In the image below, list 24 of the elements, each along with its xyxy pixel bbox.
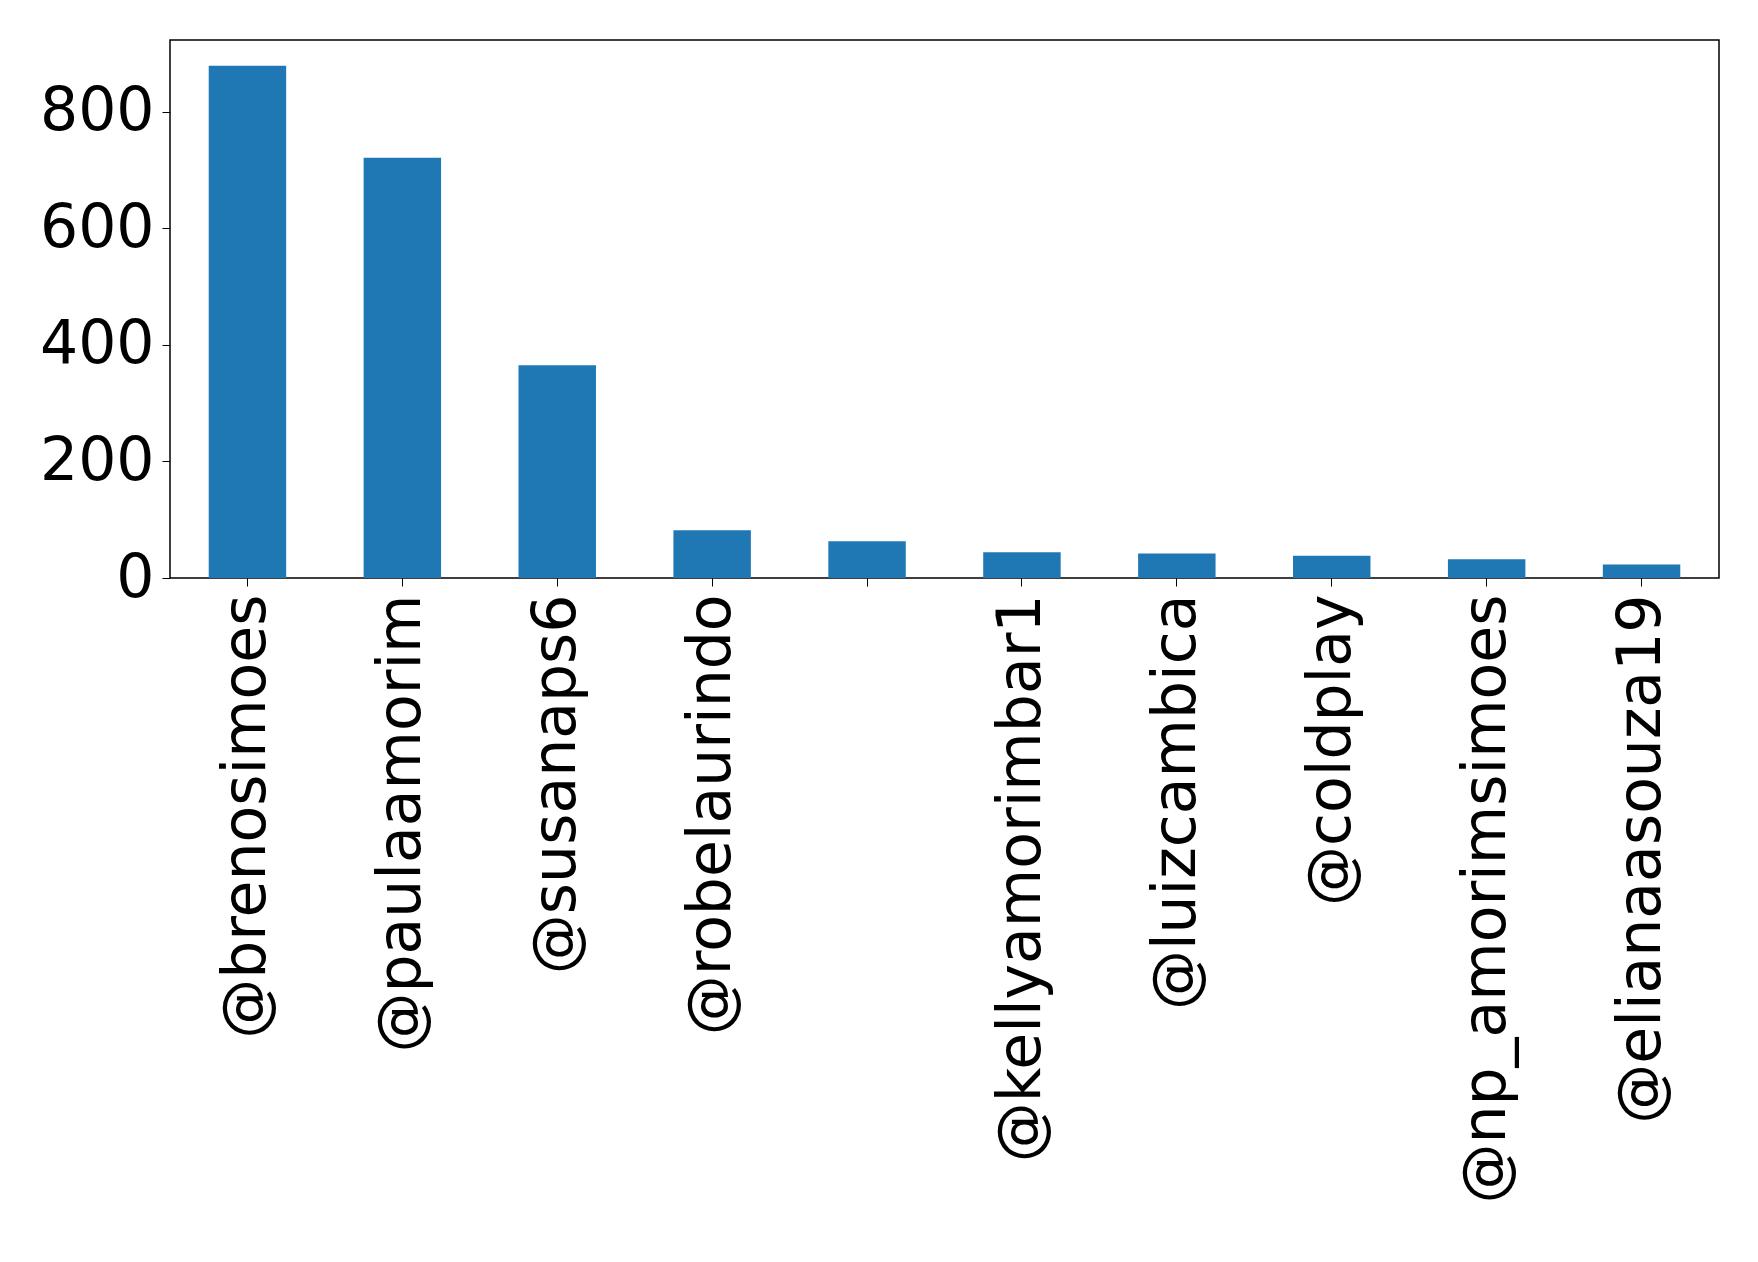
x-tick-label: @robelaurindo [674,594,745,1036]
x-tick-label: @susanaps6 [519,594,590,975]
bar [828,541,906,578]
y-tick-label: 600 [39,190,155,261]
x-tick-label: @paulaamorim [364,594,435,1053]
bar [1602,564,1681,578]
bar [363,157,442,578]
y-tick-label: 0 [116,540,155,611]
bar [673,530,751,578]
x-tick-label: @np_amorimsimoes [1448,594,1519,1204]
x-tick-label: @kellyamorimbar1 [983,594,1054,1163]
y-tick-label: 200 [39,423,155,494]
x-tick-label: @coldplay [1293,594,1364,906]
x-tick-label: @brenosimoes [209,594,280,1039]
bar [208,65,287,578]
bar [1138,553,1216,578]
x-tick-label: @luizcambica [1138,594,1209,1011]
bar [983,552,1061,578]
bar [1447,559,1526,578]
y-tick-label: 800 [39,74,155,145]
bar [1293,555,1371,578]
y-tick-label: 400 [39,307,155,378]
x-tick-label: @elianaasouza19 [1603,594,1674,1124]
bar [518,365,596,578]
